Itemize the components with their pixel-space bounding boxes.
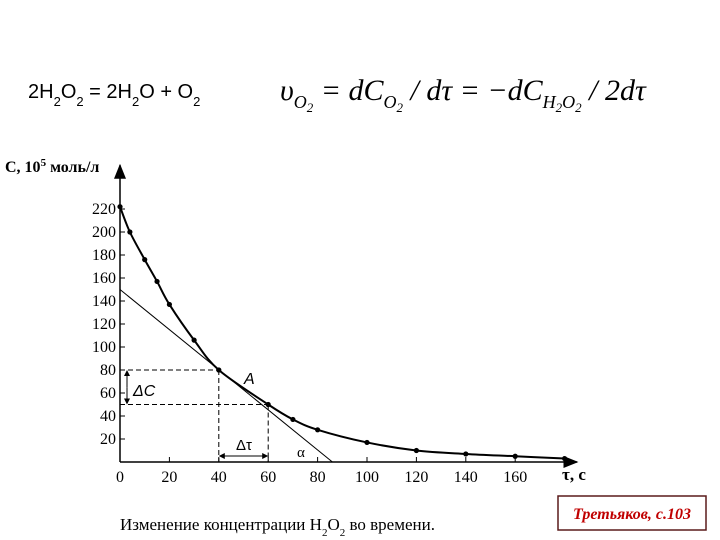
- rate-part: υ: [280, 74, 294, 107]
- rate-part: 2: [575, 100, 582, 115]
- equation-part: O: [61, 81, 77, 103]
- y-tick-label: 100: [92, 339, 116, 356]
- caption-part: 2: [340, 527, 346, 539]
- y-tick-label: 220: [92, 201, 116, 218]
- data-point: [413, 447, 419, 454]
- x-tick-label: 140: [454, 469, 478, 486]
- y-tick-label: 20: [100, 431, 116, 448]
- data-point: [216, 367, 222, 373]
- x-tick-label: 100: [355, 469, 379, 486]
- rate-part: 2: [307, 100, 314, 115]
- equation-part: 2: [76, 94, 83, 109]
- x-tick-label: 20: [161, 469, 177, 486]
- equation-part: 2: [132, 94, 139, 109]
- rate-part: O: [294, 92, 307, 112]
- y-tick-label: 200: [92, 224, 116, 241]
- x-tick-label: 0: [116, 469, 124, 486]
- equation-part: O + O: [139, 81, 193, 103]
- y-tick-label: 140: [92, 293, 116, 310]
- rate-formula: υO2 = dCO2 / dτ = −dCH2O2 / 2dτ: [280, 74, 647, 115]
- caption-part: O: [327, 515, 339, 534]
- rate-part: / 2dτ: [582, 74, 647, 107]
- annotation: A: [243, 371, 255, 388]
- caption-part: 2: [322, 527, 328, 539]
- equation-part: = 2H: [84, 81, 132, 103]
- data-point: [562, 455, 568, 462]
- rate-part: H: [542, 92, 557, 112]
- y-tick-label: 120: [92, 316, 116, 333]
- rate-part: O: [562, 92, 575, 112]
- rate-part: 2: [397, 100, 404, 115]
- reference-box: [557, 495, 707, 531]
- y-tick-label: 80: [100, 362, 116, 379]
- caption-part: во времени.: [345, 515, 435, 534]
- equation: 2H2O2 = 2H2O + O2: [28, 81, 200, 109]
- data-point: [364, 439, 370, 446]
- ylabel-part: 5: [41, 157, 47, 169]
- y-tick-label: 60: [100, 385, 116, 402]
- data-point: [315, 427, 321, 433]
- ylabel-part: моль/л: [46, 159, 99, 176]
- reference: Третьяков, с.103: [573, 506, 691, 523]
- data-point: [117, 204, 123, 210]
- x-tick-label: 160: [503, 469, 527, 486]
- y-tick-label: 160: [92, 270, 116, 287]
- equation-part: 2: [54, 94, 61, 109]
- y-tick-label: 180: [92, 247, 116, 264]
- data-point: [463, 451, 469, 457]
- data-point: [191, 337, 197, 343]
- data-point: [512, 453, 518, 459]
- x-tick-label: 60: [260, 469, 276, 486]
- data-point: [265, 401, 271, 408]
- rate-part: / dτ = −dC: [403, 74, 544, 107]
- annotation: Δτ: [236, 437, 252, 454]
- x-tick-label: 40: [211, 469, 227, 486]
- data-point: [142, 257, 148, 263]
- rate-part: O: [384, 92, 397, 112]
- equation-part: 2H: [28, 81, 54, 103]
- x-tick-label: 120: [404, 469, 428, 486]
- ylabel-part: C, 10: [5, 159, 41, 176]
- data-point: [290, 416, 296, 423]
- curve: [119, 206, 565, 460]
- equation-part: 2: [193, 94, 200, 109]
- rate-part: = dC: [313, 74, 384, 107]
- caption-part: Изменение концентрации H: [120, 515, 322, 534]
- x-axis-label: τ, с: [562, 465, 586, 484]
- y-axis-label: C, 105 моль/л: [5, 157, 99, 176]
- y-tick-label: 40: [100, 408, 116, 425]
- annotation: α: [297, 445, 305, 461]
- data-point: [127, 229, 133, 235]
- annotation: ΔC: [132, 383, 156, 400]
- data-point: [166, 301, 172, 308]
- x-tick-label: 80: [310, 469, 326, 486]
- data-point: [154, 278, 160, 285]
- rate-part: 2: [556, 100, 563, 115]
- caption: Изменение концентрации H2O2 во времени.: [120, 515, 435, 539]
